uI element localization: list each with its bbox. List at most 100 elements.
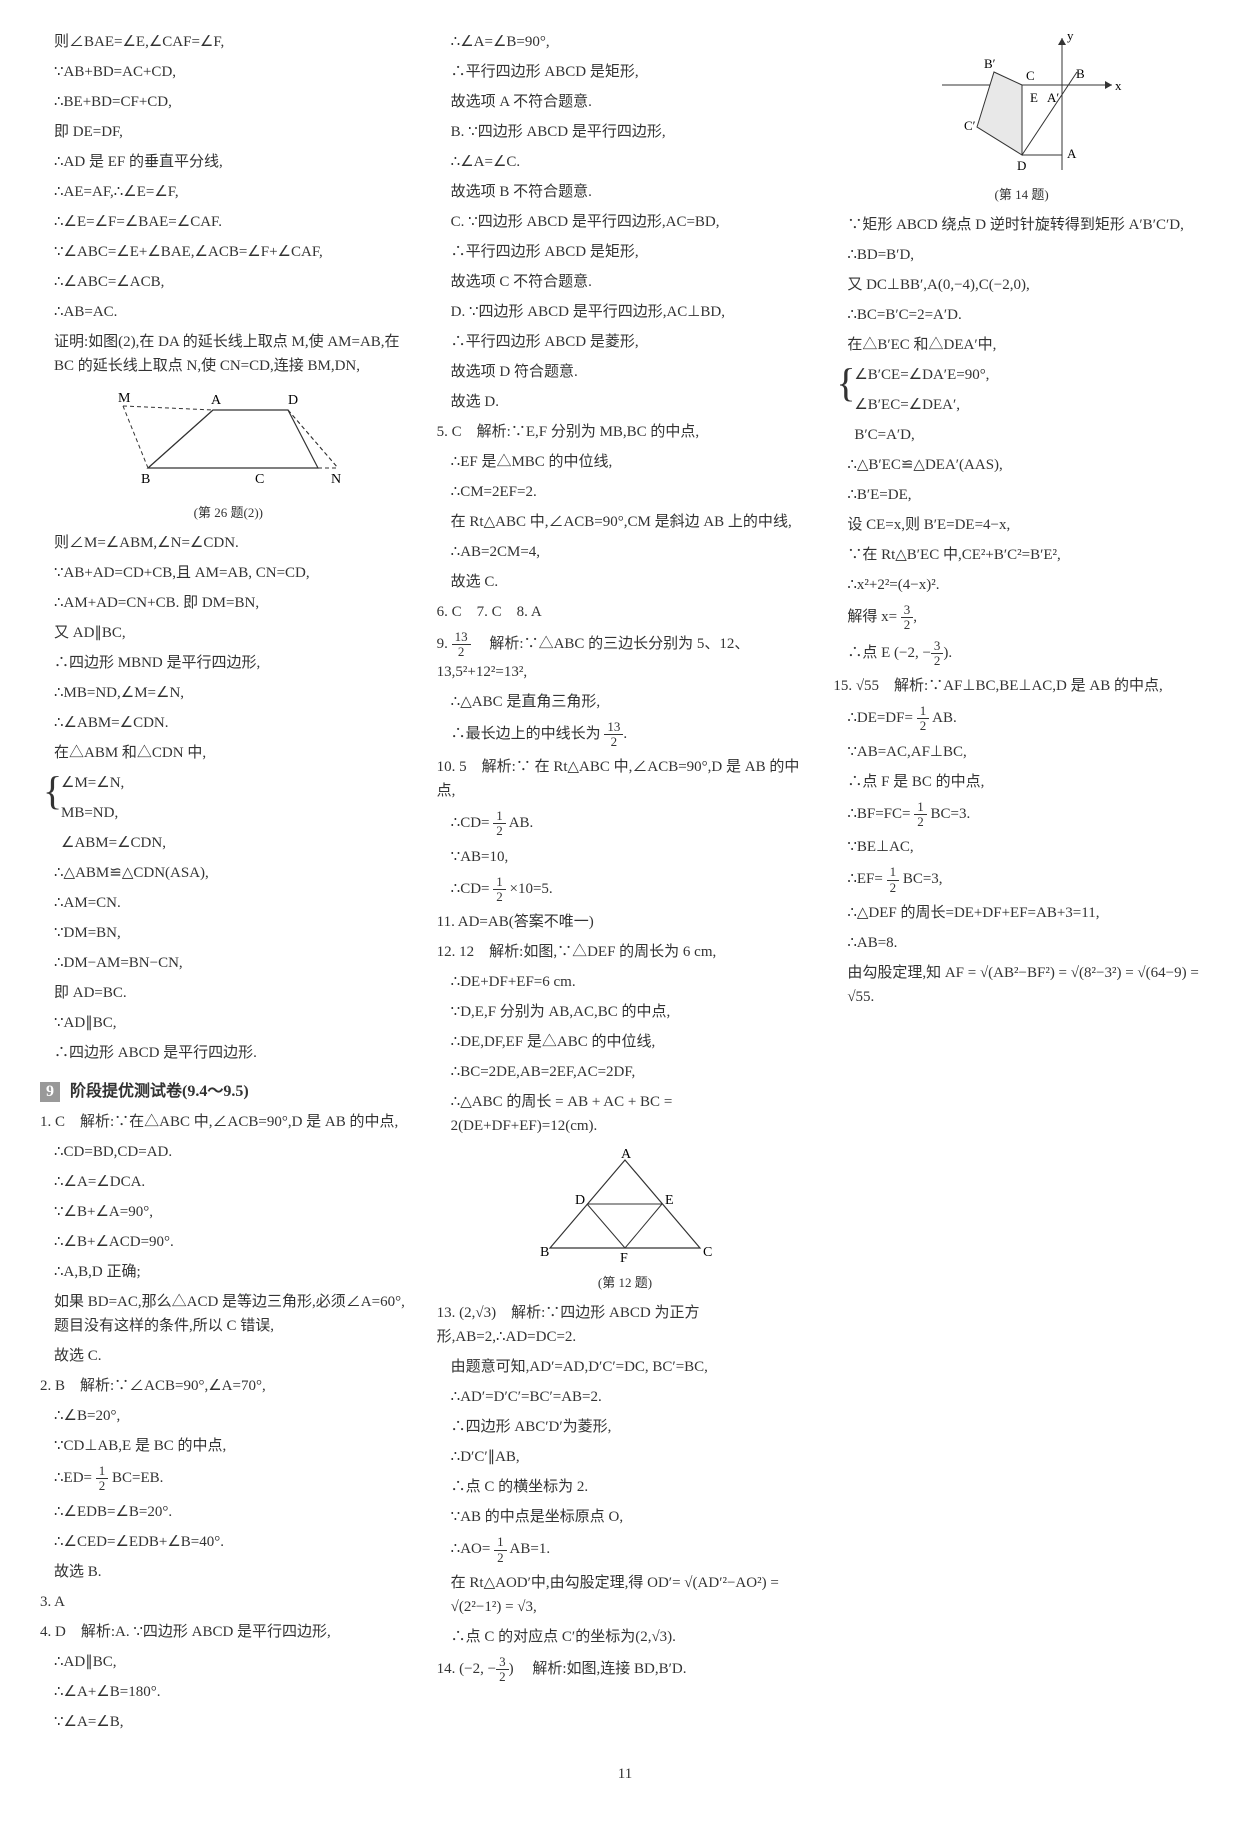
solution-line: ∴∠B+∠ACD=90°. — [40, 1230, 417, 1254]
brace-system: ∠M=∠N, MB=ND, ∠ABM=∠CDN, — [40, 771, 417, 855]
vertex-label: A — [1067, 146, 1077, 161]
figure-26-2: M A D B C N (第 26 题(2)) — [40, 388, 417, 521]
solution-line: 在△B′EC 和△DEA′中, — [833, 333, 1210, 357]
solution-line: ∴DE,DF,EF 是△ABC 的中位线, — [437, 1030, 814, 1054]
solution-line: 故选项 D 符合题意. — [437, 360, 814, 384]
text-fragment: 解得 x= — [847, 609, 897, 625]
solution-line: ∴CM=2EF=2. — [437, 480, 814, 504]
solution-line: ∴∠A=∠C. — [437, 150, 814, 174]
solution-line: 故选项 C 不符合题意. — [437, 270, 814, 294]
solution-line: ∴BC=B′C=2=A′D. — [833, 303, 1210, 327]
vertex-label: D — [575, 1193, 585, 1208]
text-fragment: ∴CD= — [451, 881, 490, 897]
numerator: 1 — [494, 1535, 507, 1550]
solution-line: ∴∠B=20°, — [40, 1404, 417, 1428]
solution-line: B. ∵四边形 ABCD 是平行四边形, — [437, 120, 814, 144]
denominator: 2 — [96, 1479, 109, 1493]
text-fragment: ∴CD= — [451, 815, 490, 831]
text-fragment: ∴点 E — [847, 645, 890, 661]
text-fragment: BC=3, — [903, 872, 943, 888]
solution-line: ∴A,B,D 正确; — [40, 1260, 417, 1284]
proof-line: 在△ABM 和△CDN 中, — [40, 741, 417, 765]
proof-line: ∵DM=BN, — [40, 921, 417, 945]
vertex-label: C′ — [964, 118, 976, 133]
proof-line: ∴AD 是 EF 的垂直平分线, — [40, 150, 417, 174]
solution-line: 设 CE=x,则 B′E=DE=4−x, — [833, 513, 1210, 537]
proof-line: ∴AE=AF,∴∠E=∠F, — [40, 180, 417, 204]
proof-line: 则∠M=∠ABM,∠N=∠CDN. — [40, 531, 417, 555]
solution-line: ∵D,E,F 分别为 AB,AC,BC 的中点, — [437, 1000, 814, 1024]
triangle-midpoint-diagram: A B C D E F — [525, 1148, 725, 1268]
proof-line: 即 AD=BC. — [40, 981, 417, 1005]
denominator: 2 — [917, 719, 930, 733]
vertex-label: N — [331, 472, 341, 487]
fraction: 12 — [493, 809, 506, 839]
question-head: 13. (2,√3) 解析:∵四边形 ABCD 为正方形,AB=2,∴AD=DC… — [437, 1301, 814, 1349]
text-fragment: 14. — [437, 1661, 460, 1677]
question-head: 9. 132 解析:∵△ABC 的三边长分别为 5、12、13,5²+12²=1… — [437, 630, 814, 684]
proof-line: ∵AB+AD=CD+CB,且 AM=AB, CN=CD, — [40, 561, 417, 585]
solution-line: C. ∵四边形 ABCD 是平行四边形,AC=BD, — [437, 210, 814, 234]
numerator: 3 — [496, 1655, 509, 1670]
solution-line: 故选 D. — [437, 390, 814, 414]
solution-line: ∴最长边上的中线长为 132. — [437, 720, 814, 750]
solution-line: ∵CD⊥AB,E 是 BC 的中点, — [40, 1434, 417, 1458]
solution-line: 解得 x= 32, — [833, 603, 1210, 633]
solution-line: ∴∠CED=∠EDB+∠B=40°. — [40, 1530, 417, 1554]
section-heading: 9 阶段提优测试卷(9.4～9.5) — [40, 1077, 417, 1102]
solution-line: ∵AB 的中点是坐标原点 O, — [437, 1505, 814, 1529]
solution-line: 故选 C. — [437, 570, 814, 594]
solution-line: ∴AB=8. — [833, 931, 1210, 955]
solution-line: 如果 BD=AC,那么△ACD 是等边三角形,必须∠A=60°,题目没有这样的条… — [40, 1290, 417, 1338]
question-head: 5. C 解析:∵E,F 分别为 MB,BC 的中点, — [437, 420, 814, 444]
proof-line: 证明:如图(2),在 DA 的延长线上取点 M,使 AM=AB,在 BC 的延长… — [40, 330, 417, 378]
fraction: 12 — [917, 704, 930, 734]
fraction: 32 — [496, 1655, 509, 1685]
solution-line: ∴BF=FC= 12 BC=3. — [833, 800, 1210, 830]
question-head: 10. 5 解析:∵ 在 Rt△ABC 中,∠ACB=90°,D 是 AB 的中… — [437, 755, 814, 803]
solution-line: ∴△B′EC≌△DEA′(AAS), — [833, 453, 1210, 477]
solution-line: ∴AB=2CM=4, — [437, 540, 814, 564]
solution-line: ∵在 Rt△B′EC 中,CE²+B′C²=B′E², — [833, 543, 1210, 567]
vertex-label: B′ — [984, 56, 996, 71]
numerator: 13 — [604, 720, 623, 735]
axis-label: y — [1067, 30, 1074, 43]
solution-line: ∵∠A=∠B, — [40, 1710, 417, 1734]
coordinate-rotation-diagram: x y B B′ C C′ A A′ D E — [922, 30, 1122, 180]
solution-line: 故选项 B 不符合题意. — [437, 180, 814, 204]
solution-line: ∵∠B+∠A=90°, — [40, 1200, 417, 1224]
figure-caption: (第 12 题) — [437, 1272, 814, 1291]
solution-line: ∴△ABC 的周长 = AB + AC + BC = 2(DE+DF+EF)=1… — [437, 1090, 814, 1138]
text-fragment: ∴BF=FC= — [847, 806, 910, 822]
proof-line: ∵AD∥BC, — [40, 1011, 417, 1035]
axis-label: x — [1115, 78, 1122, 93]
proof-line: ∴AM=CN. — [40, 891, 417, 915]
page-content: 则∠BAE=∠E,∠CAF=∠F, ∵AB+BD=AC+CD, ∴BE+BD=C… — [40, 30, 1210, 1750]
solution-line: ∴AD∥BC, — [40, 1650, 417, 1674]
vertex-label: E — [1030, 90, 1038, 105]
solution-line: 故选项 A 不符合题意. — [437, 90, 814, 114]
denominator: 2 — [604, 735, 623, 749]
brace-line: MB=ND, — [61, 801, 417, 825]
proof-line: ∴MB=ND,∠M=∠N, — [40, 681, 417, 705]
solution-line: ∴DE+DF+EF=6 cm. — [437, 970, 814, 994]
solution-line: ∴四边形 ABC′D′为菱形, — [437, 1415, 814, 1439]
solution-line: ∴∠A=∠B=90°, — [437, 30, 814, 54]
solution-line: ∴点 C 的横坐标为 2. — [437, 1475, 814, 1499]
text-fragment: ×10=5. — [510, 881, 553, 897]
vertex-label: A — [621, 1148, 632, 1162]
solution-line: ∴∠EDB=∠B=20°. — [40, 1500, 417, 1524]
solution-line: 故选 C. — [40, 1344, 417, 1368]
text-fragment: ∴ED= — [54, 1470, 92, 1486]
section-number: 9 — [40, 1082, 60, 1102]
vertex-label: A′ — [1047, 90, 1059, 105]
solution-line: 在 Rt△AOD′中,由勾股定理,得 OD′= √(AD′²−AO²) = √(… — [437, 1571, 814, 1619]
solution-line: 又 DC⊥BB′,A(0,−4),C(−2,0), — [833, 273, 1210, 297]
vertex-label: F — [620, 1251, 628, 1266]
text-fragment: ∴DE=DF= — [847, 710, 913, 726]
numerator: 1 — [914, 800, 927, 815]
vertex-label: C — [1026, 68, 1035, 83]
solution-line: ∴AO= 12 AB=1. — [437, 1535, 814, 1565]
solution-line: ∵AB=AC,AF⊥BC, — [833, 740, 1210, 764]
solution-line: 由勾股定理,知 AF = √(AB²−BF²) = √(8²−3²) = √(6… — [833, 961, 1210, 1009]
